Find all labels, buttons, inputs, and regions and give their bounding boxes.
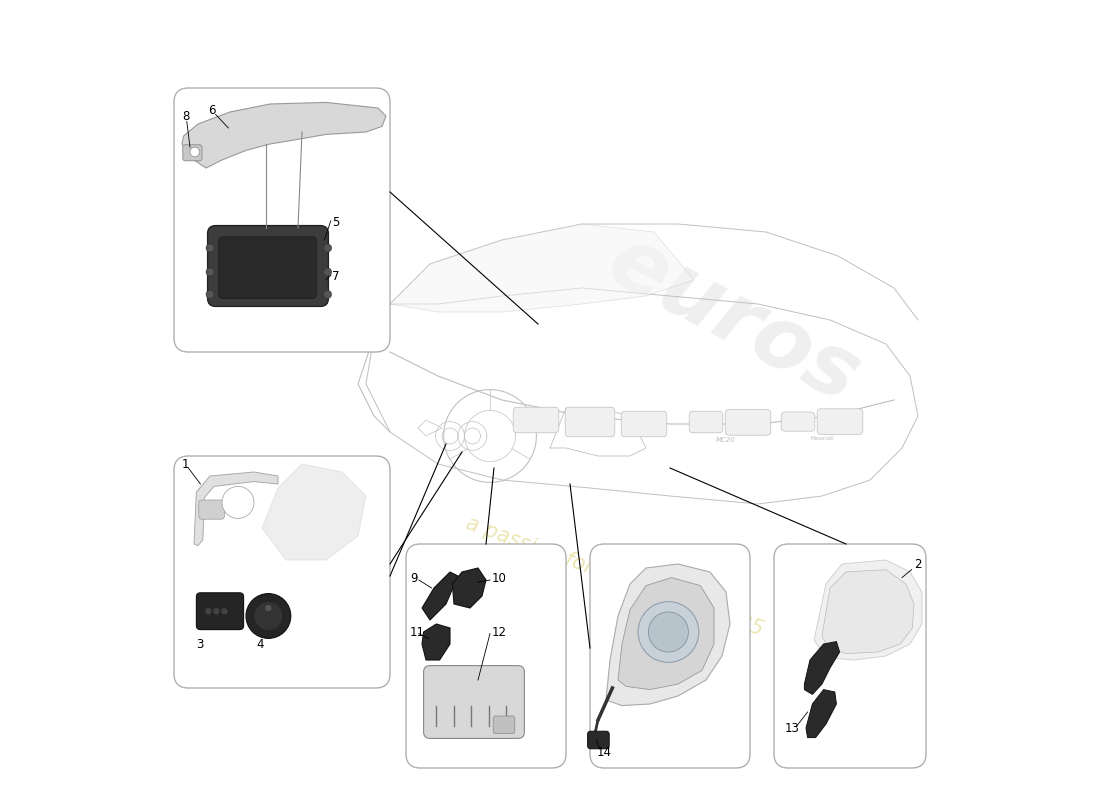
Text: 2: 2	[914, 558, 922, 571]
Polygon shape	[822, 570, 914, 654]
Circle shape	[323, 290, 331, 298]
Text: 10: 10	[492, 573, 506, 586]
Text: MC20: MC20	[716, 438, 736, 443]
Polygon shape	[806, 690, 836, 738]
Polygon shape	[422, 572, 458, 620]
FancyBboxPatch shape	[208, 226, 329, 306]
Circle shape	[221, 608, 228, 614]
Circle shape	[323, 244, 331, 252]
Polygon shape	[606, 564, 730, 706]
FancyBboxPatch shape	[174, 456, 390, 688]
Text: 6: 6	[208, 104, 216, 117]
Text: 3: 3	[197, 638, 204, 651]
Text: 13: 13	[784, 722, 800, 735]
FancyBboxPatch shape	[199, 500, 224, 519]
Polygon shape	[422, 624, 450, 660]
Text: euros: euros	[594, 219, 873, 421]
FancyBboxPatch shape	[174, 88, 390, 352]
FancyBboxPatch shape	[621, 411, 667, 437]
Text: 7: 7	[332, 270, 340, 283]
FancyBboxPatch shape	[587, 731, 609, 749]
Circle shape	[206, 268, 214, 276]
Circle shape	[648, 612, 689, 652]
FancyBboxPatch shape	[514, 407, 559, 433]
Circle shape	[323, 268, 331, 276]
FancyBboxPatch shape	[183, 145, 202, 161]
FancyBboxPatch shape	[565, 407, 615, 437]
FancyBboxPatch shape	[590, 544, 750, 768]
FancyBboxPatch shape	[817, 409, 862, 434]
FancyBboxPatch shape	[424, 666, 525, 738]
FancyBboxPatch shape	[197, 593, 243, 630]
Polygon shape	[390, 224, 694, 312]
Circle shape	[190, 147, 199, 157]
Circle shape	[254, 602, 283, 630]
Circle shape	[246, 594, 290, 638]
Polygon shape	[182, 102, 386, 168]
Text: 11: 11	[410, 626, 425, 639]
Polygon shape	[194, 472, 278, 546]
Circle shape	[213, 608, 220, 614]
Text: 5: 5	[332, 215, 340, 229]
Text: 8: 8	[182, 110, 189, 123]
Text: 9: 9	[410, 573, 418, 586]
Circle shape	[638, 602, 698, 662]
FancyBboxPatch shape	[774, 544, 926, 768]
Polygon shape	[814, 560, 922, 660]
FancyBboxPatch shape	[690, 411, 723, 433]
Text: a passion for parts since 1985: a passion for parts since 1985	[463, 513, 766, 639]
FancyBboxPatch shape	[219, 237, 317, 298]
Text: 4: 4	[256, 638, 264, 651]
Polygon shape	[618, 578, 714, 690]
FancyBboxPatch shape	[781, 412, 815, 431]
Text: 1: 1	[182, 458, 189, 471]
Circle shape	[206, 290, 214, 298]
Circle shape	[265, 605, 272, 611]
Polygon shape	[262, 464, 366, 560]
Circle shape	[222, 486, 254, 518]
Text: 12: 12	[492, 626, 507, 639]
Text: 14: 14	[596, 746, 612, 759]
Text: Maserati: Maserati	[810, 436, 834, 441]
FancyBboxPatch shape	[406, 544, 566, 768]
Polygon shape	[804, 642, 839, 694]
Circle shape	[206, 608, 211, 614]
Circle shape	[206, 244, 214, 252]
FancyBboxPatch shape	[725, 410, 771, 435]
FancyBboxPatch shape	[493, 716, 515, 734]
Polygon shape	[452, 568, 486, 608]
